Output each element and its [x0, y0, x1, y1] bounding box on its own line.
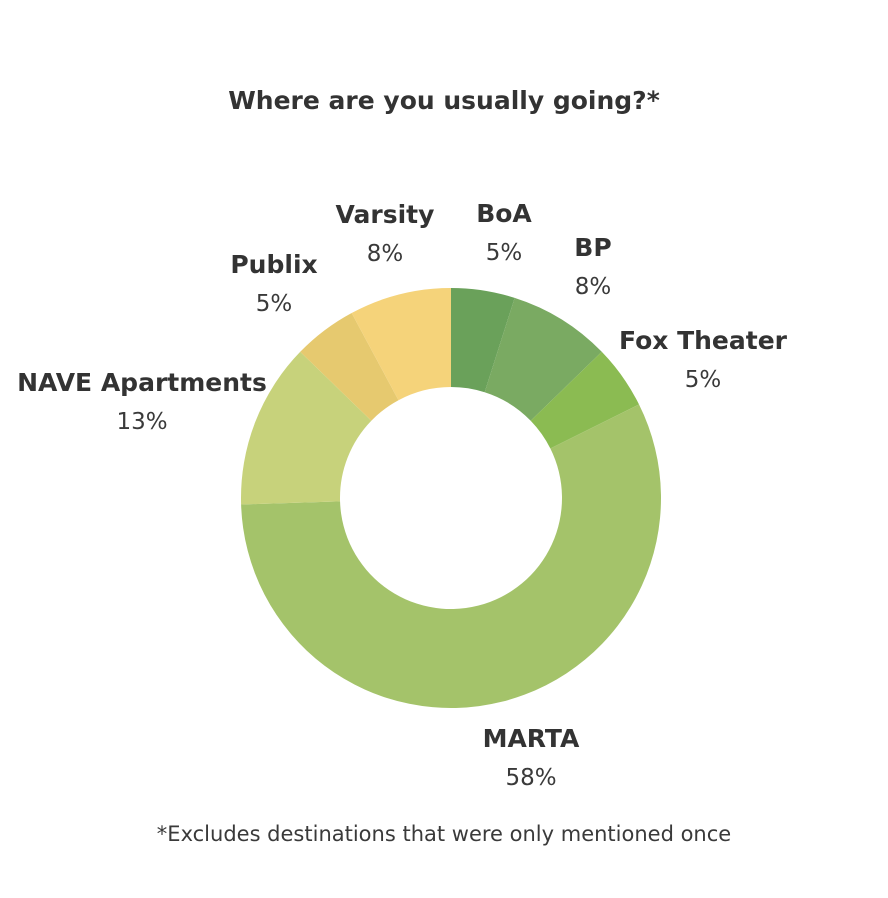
slice-publix — [300, 312, 399, 421]
slice-nave-apartments — [241, 351, 372, 505]
slice-marta — [241, 404, 661, 708]
slice-value-boa: 5% — [486, 240, 523, 266]
slice-label-nave-apartments: NAVE Apartments — [17, 368, 267, 397]
slice-boa — [451, 288, 515, 393]
slice-label-fox-theater: Fox Theater — [619, 326, 788, 355]
donut-slices — [241, 288, 661, 708]
slice-varsity — [351, 288, 451, 401]
slice-label-varsity: Varsity — [336, 200, 435, 229]
slice-value-publix: 5% — [256, 291, 293, 317]
donut-labels: BoA 5% BP 8% Fox Theater 5% MARTA 58% NAVE Apart… — [17, 199, 788, 791]
slice-fox-theater — [530, 351, 639, 449]
slice-label-boa: BoA — [476, 199, 532, 228]
chart-title: Where are you usually going?* — [228, 86, 660, 115]
slice-label-marta: MARTA — [483, 724, 580, 753]
slice-value-nave-apartments: 13% — [116, 409, 167, 435]
slice-value-varsity: 8% — [367, 241, 404, 267]
slice-label-publix: Publix — [230, 250, 317, 279]
chart-footnote: *Excludes destinations that were only me… — [156, 822, 732, 846]
slice-value-fox-theater: 5% — [685, 367, 722, 393]
slice-label-bp: BP — [574, 233, 611, 262]
slice-value-bp: 8% — [575, 274, 612, 300]
slice-value-marta: 58% — [505, 765, 556, 791]
slice-bp — [484, 297, 602, 421]
